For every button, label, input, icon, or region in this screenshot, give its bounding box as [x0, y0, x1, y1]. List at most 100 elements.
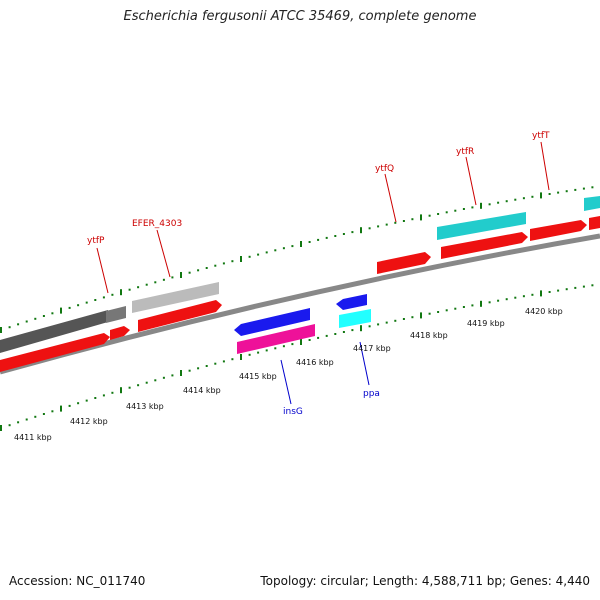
- major-tick: [0, 425, 2, 431]
- minor-tick: [282, 247, 285, 250]
- minor-tick: [128, 288, 131, 291]
- forward-cds-feature-small[interactable]: [110, 326, 130, 340]
- minor-tick: [385, 223, 388, 226]
- minor-tick: [445, 309, 448, 312]
- minor-tick: [154, 281, 157, 284]
- minor-tick: [377, 225, 380, 228]
- minor-tick: [282, 345, 285, 348]
- minor-tick: [17, 323, 20, 326]
- ytfr-cyan-feature[interactable]: [437, 212, 526, 240]
- forward-cds-edge[interactable]: [589, 216, 600, 230]
- major-tick: [540, 290, 542, 297]
- minor-tick: [128, 386, 131, 389]
- minor-tick: [505, 200, 508, 203]
- minor-tick: [591, 186, 594, 189]
- major-tick: [360, 325, 362, 332]
- major-tick: [240, 256, 242, 262]
- minor-tick: [85, 301, 88, 304]
- minor-tick: [497, 299, 500, 302]
- scale-label: 4416 kbp: [296, 358, 334, 367]
- reverse-cds-feature[interactable]: [0, 310, 108, 353]
- minor-tick: [317, 238, 320, 241]
- minor-tick: [582, 285, 585, 288]
- minor-tick: [162, 278, 165, 281]
- scale-label: 4411 kbp: [14, 433, 52, 442]
- minor-tick: [42, 315, 45, 317]
- minor-tick: [385, 321, 388, 324]
- ytfp-leader-line: [96, 247, 109, 294]
- scale-label: 4413 kbp: [126, 402, 164, 411]
- minor-tick: [428, 214, 431, 217]
- major-tick: [480, 300, 482, 307]
- minor-tick: [214, 264, 217, 267]
- cyan-feature-edge[interactable]: [584, 196, 600, 211]
- minor-tick: [462, 306, 465, 308]
- minor-tick: [428, 312, 431, 315]
- forward-cds-feature[interactable]: [0, 333, 110, 372]
- minor-tick: [488, 203, 491, 206]
- minor-tick: [514, 296, 517, 299]
- ytft-forward-cds[interactable]: [530, 220, 587, 241]
- ytfp-forward-cds[interactable]: [138, 300, 222, 332]
- major-tick: [240, 354, 242, 360]
- minor-tick: [497, 201, 500, 204]
- minor-tick: [222, 360, 225, 363]
- minor-tick: [454, 209, 457, 212]
- minor-tick: [188, 369, 191, 372]
- efer-4303-feature[interactable]: [132, 282, 219, 313]
- scale-label: 4415 kbp: [239, 372, 277, 381]
- minor-tick: [325, 334, 328, 337]
- minor-tick: [377, 323, 380, 326]
- major-tick: [480, 202, 482, 209]
- minor-tick: [94, 397, 97, 399]
- major-tick: [0, 327, 2, 333]
- insg-blue-feature[interactable]: [234, 308, 310, 336]
- scale-label: 4412 kbp: [70, 417, 108, 426]
- ppa-cyan-feature[interactable]: [339, 309, 371, 328]
- minor-tick: [42, 413, 45, 415]
- minor-tick: [351, 231, 354, 234]
- minor-tick: [94, 299, 97, 301]
- minor-tick: [325, 236, 328, 239]
- minor-tick: [205, 365, 208, 367]
- minor-tick: [514, 198, 517, 201]
- major-tick: [180, 370, 182, 376]
- efer-4303-leader-line: [156, 229, 171, 278]
- minor-tick: [137, 286, 140, 289]
- ytfr-leader-line: [465, 156, 477, 206]
- major-tick: [60, 307, 62, 314]
- gene-label-ytfq: ytfQ: [375, 164, 394, 174]
- minor-tick: [8, 326, 11, 329]
- scale-label: 4414 kbp: [183, 386, 221, 395]
- minor-tick: [574, 188, 577, 191]
- minor-tick: [145, 381, 148, 384]
- insg-pink-feature[interactable]: [237, 324, 315, 354]
- ytfq-forward-cds[interactable]: [377, 252, 431, 274]
- ppa-blue-feature[interactable]: [336, 294, 367, 310]
- minor-tick: [197, 269, 200, 272]
- minor-tick: [411, 218, 414, 221]
- ytfr-forward-cds[interactable]: [441, 232, 528, 259]
- major-tick: [120, 289, 122, 296]
- minor-tick: [102, 394, 105, 397]
- minor-tick: [274, 249, 277, 252]
- gene-label-insg: insG: [283, 407, 303, 417]
- ppa-leader-line: [359, 341, 370, 386]
- minor-tick: [402, 220, 405, 222]
- minor-tick: [505, 298, 508, 301]
- minor-tick: [162, 376, 165, 379]
- major-tick: [300, 339, 302, 345]
- gene-label-ytft: ytfT: [532, 131, 550, 141]
- scale-label: 4419 kbp: [467, 319, 505, 328]
- minor-tick: [231, 358, 234, 361]
- minor-tick: [197, 367, 200, 370]
- minor-tick: [102, 296, 105, 299]
- minor-tick: [531, 293, 534, 296]
- minor-tick: [411, 316, 414, 319]
- minor-tick: [145, 283, 148, 286]
- minor-tick: [471, 206, 474, 209]
- map-title: Escherichia fergusonii ATCC 35469, compl…: [123, 9, 477, 24]
- minor-tick: [231, 260, 234, 263]
- reverse-cds-feature-small[interactable]: [106, 306, 126, 323]
- minor-tick: [265, 251, 268, 254]
